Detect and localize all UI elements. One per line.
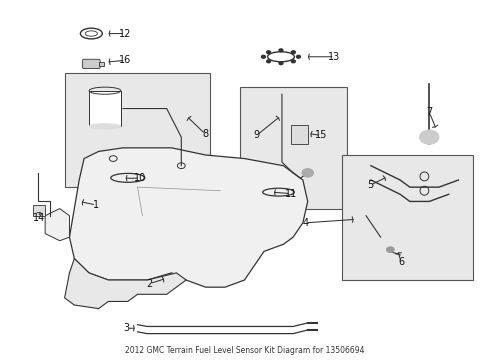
FancyBboxPatch shape — [89, 91, 120, 126]
FancyBboxPatch shape — [82, 59, 100, 68]
Text: 6: 6 — [397, 257, 403, 267]
Circle shape — [266, 51, 270, 54]
Ellipse shape — [419, 130, 438, 144]
FancyBboxPatch shape — [341, 155, 472, 280]
Ellipse shape — [89, 124, 121, 129]
Text: 12: 12 — [119, 28, 131, 39]
Circle shape — [291, 51, 295, 54]
Circle shape — [296, 55, 300, 58]
Circle shape — [301, 168, 313, 177]
Circle shape — [279, 62, 283, 64]
Text: 8: 8 — [202, 129, 208, 139]
Circle shape — [291, 60, 295, 63]
Text: 11: 11 — [284, 189, 296, 199]
Text: 1: 1 — [93, 200, 99, 210]
FancyBboxPatch shape — [99, 62, 104, 66]
Text: 13: 13 — [327, 52, 340, 62]
PathPatch shape — [45, 208, 69, 241]
Text: 15: 15 — [314, 130, 327, 140]
Text: 14: 14 — [33, 212, 45, 222]
Text: 5: 5 — [366, 180, 372, 190]
Circle shape — [261, 55, 265, 58]
FancyBboxPatch shape — [33, 205, 45, 216]
Circle shape — [279, 49, 283, 52]
Text: 10: 10 — [134, 173, 146, 183]
PathPatch shape — [69, 148, 307, 287]
FancyBboxPatch shape — [290, 125, 307, 144]
Text: 4: 4 — [302, 218, 308, 228]
Text: 2012 GMC Terrain Fuel Level Sensor Kit Diagram for 13506694: 2012 GMC Terrain Fuel Level Sensor Kit D… — [124, 346, 364, 355]
FancyBboxPatch shape — [239, 87, 346, 208]
Text: 9: 9 — [253, 130, 259, 140]
Text: 2: 2 — [146, 279, 152, 289]
Circle shape — [266, 60, 270, 63]
Text: 3: 3 — [123, 323, 129, 333]
PathPatch shape — [64, 258, 186, 309]
Text: 7: 7 — [425, 107, 431, 117]
Circle shape — [386, 247, 393, 252]
FancyBboxPatch shape — [64, 73, 210, 187]
Text: 16: 16 — [119, 55, 131, 65]
